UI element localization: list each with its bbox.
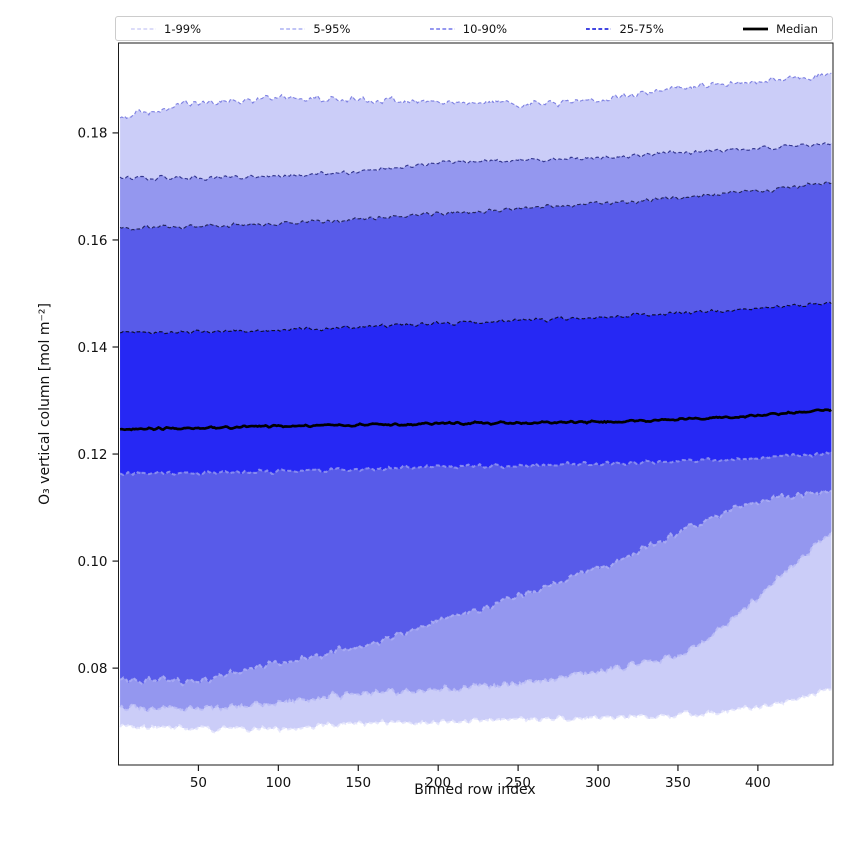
legend-item-1-99-: 1-99%: [130, 22, 201, 36]
x-tick-label: 150: [345, 775, 371, 791]
legend-item-median: Median: [742, 22, 818, 36]
lower-edge-10-90%: [119, 489, 832, 687]
x-tick-label: 350: [665, 775, 691, 791]
legend-item-label: 10-90%: [462, 21, 508, 36]
axis-ticks: 0.08 0.10 0.12 0.14 0.16 0.18 50 100 150 200 250 30…: [77, 126, 770, 791]
upper-edge-5-95%: [119, 142, 832, 182]
x-tick-label: 50: [190, 775, 207, 791]
chart-legend: 1-99% 5-95% 10-90% 25-75% Median: [115, 16, 833, 41]
legend-key-line: [280, 27, 306, 30]
plot-border: [118, 42, 834, 766]
legend-item-10-90-: 10-90%: [429, 22, 507, 36]
x-tick-label: 250: [505, 775, 531, 791]
y-tick-label: 0.16: [77, 233, 107, 249]
upper-edge-1-99%: [119, 72, 832, 120]
legend-item-25-75-: 25-75%: [585, 21, 664, 36]
legend-key-line: [586, 27, 612, 30]
y-tick-label: 0.12: [77, 447, 107, 463]
x-tick-label: 300: [585, 775, 611, 791]
percentile-lines: [119, 72, 833, 734]
band-fills: [120, 73, 832, 733]
y-tick-label: 0.18: [77, 126, 107, 142]
y-axis-label: O₃ vertical column [mol m⁻²]: [37, 303, 53, 505]
legend-key-line: [429, 27, 455, 30]
band-fill-25-75%: [120, 302, 832, 476]
y-tick-label: 0.14: [77, 340, 107, 356]
x-axis-label: Binned row index: [414, 782, 535, 798]
x-tick-label: 100: [265, 775, 291, 791]
upper-edge-10-90%: [119, 181, 832, 231]
lower-edge-5-95%: [119, 530, 833, 714]
x-tick-label: 200: [425, 775, 451, 791]
lower-edge-1-99%: [119, 687, 832, 734]
lower-edge-25-75%: [119, 450, 832, 477]
legend-item-5-95-: 5-95%: [279, 22, 350, 36]
y-tick-label: 0.08: [77, 661, 107, 677]
x-tick-label: 400: [745, 775, 771, 791]
legend-item-label: 25-75%: [619, 21, 664, 36]
legend-key-line: [743, 27, 769, 30]
upper-edge-25-75%: [119, 301, 832, 335]
legend-key-line: [131, 27, 156, 30]
legend-item-label: Median: [776, 21, 818, 36]
legend-item-label: 1-99%: [164, 21, 202, 36]
median-line: [119, 408, 833, 432]
y-tick-label: 0.10: [77, 554, 107, 570]
legend-item-label: 5-95%: [313, 21, 351, 36]
